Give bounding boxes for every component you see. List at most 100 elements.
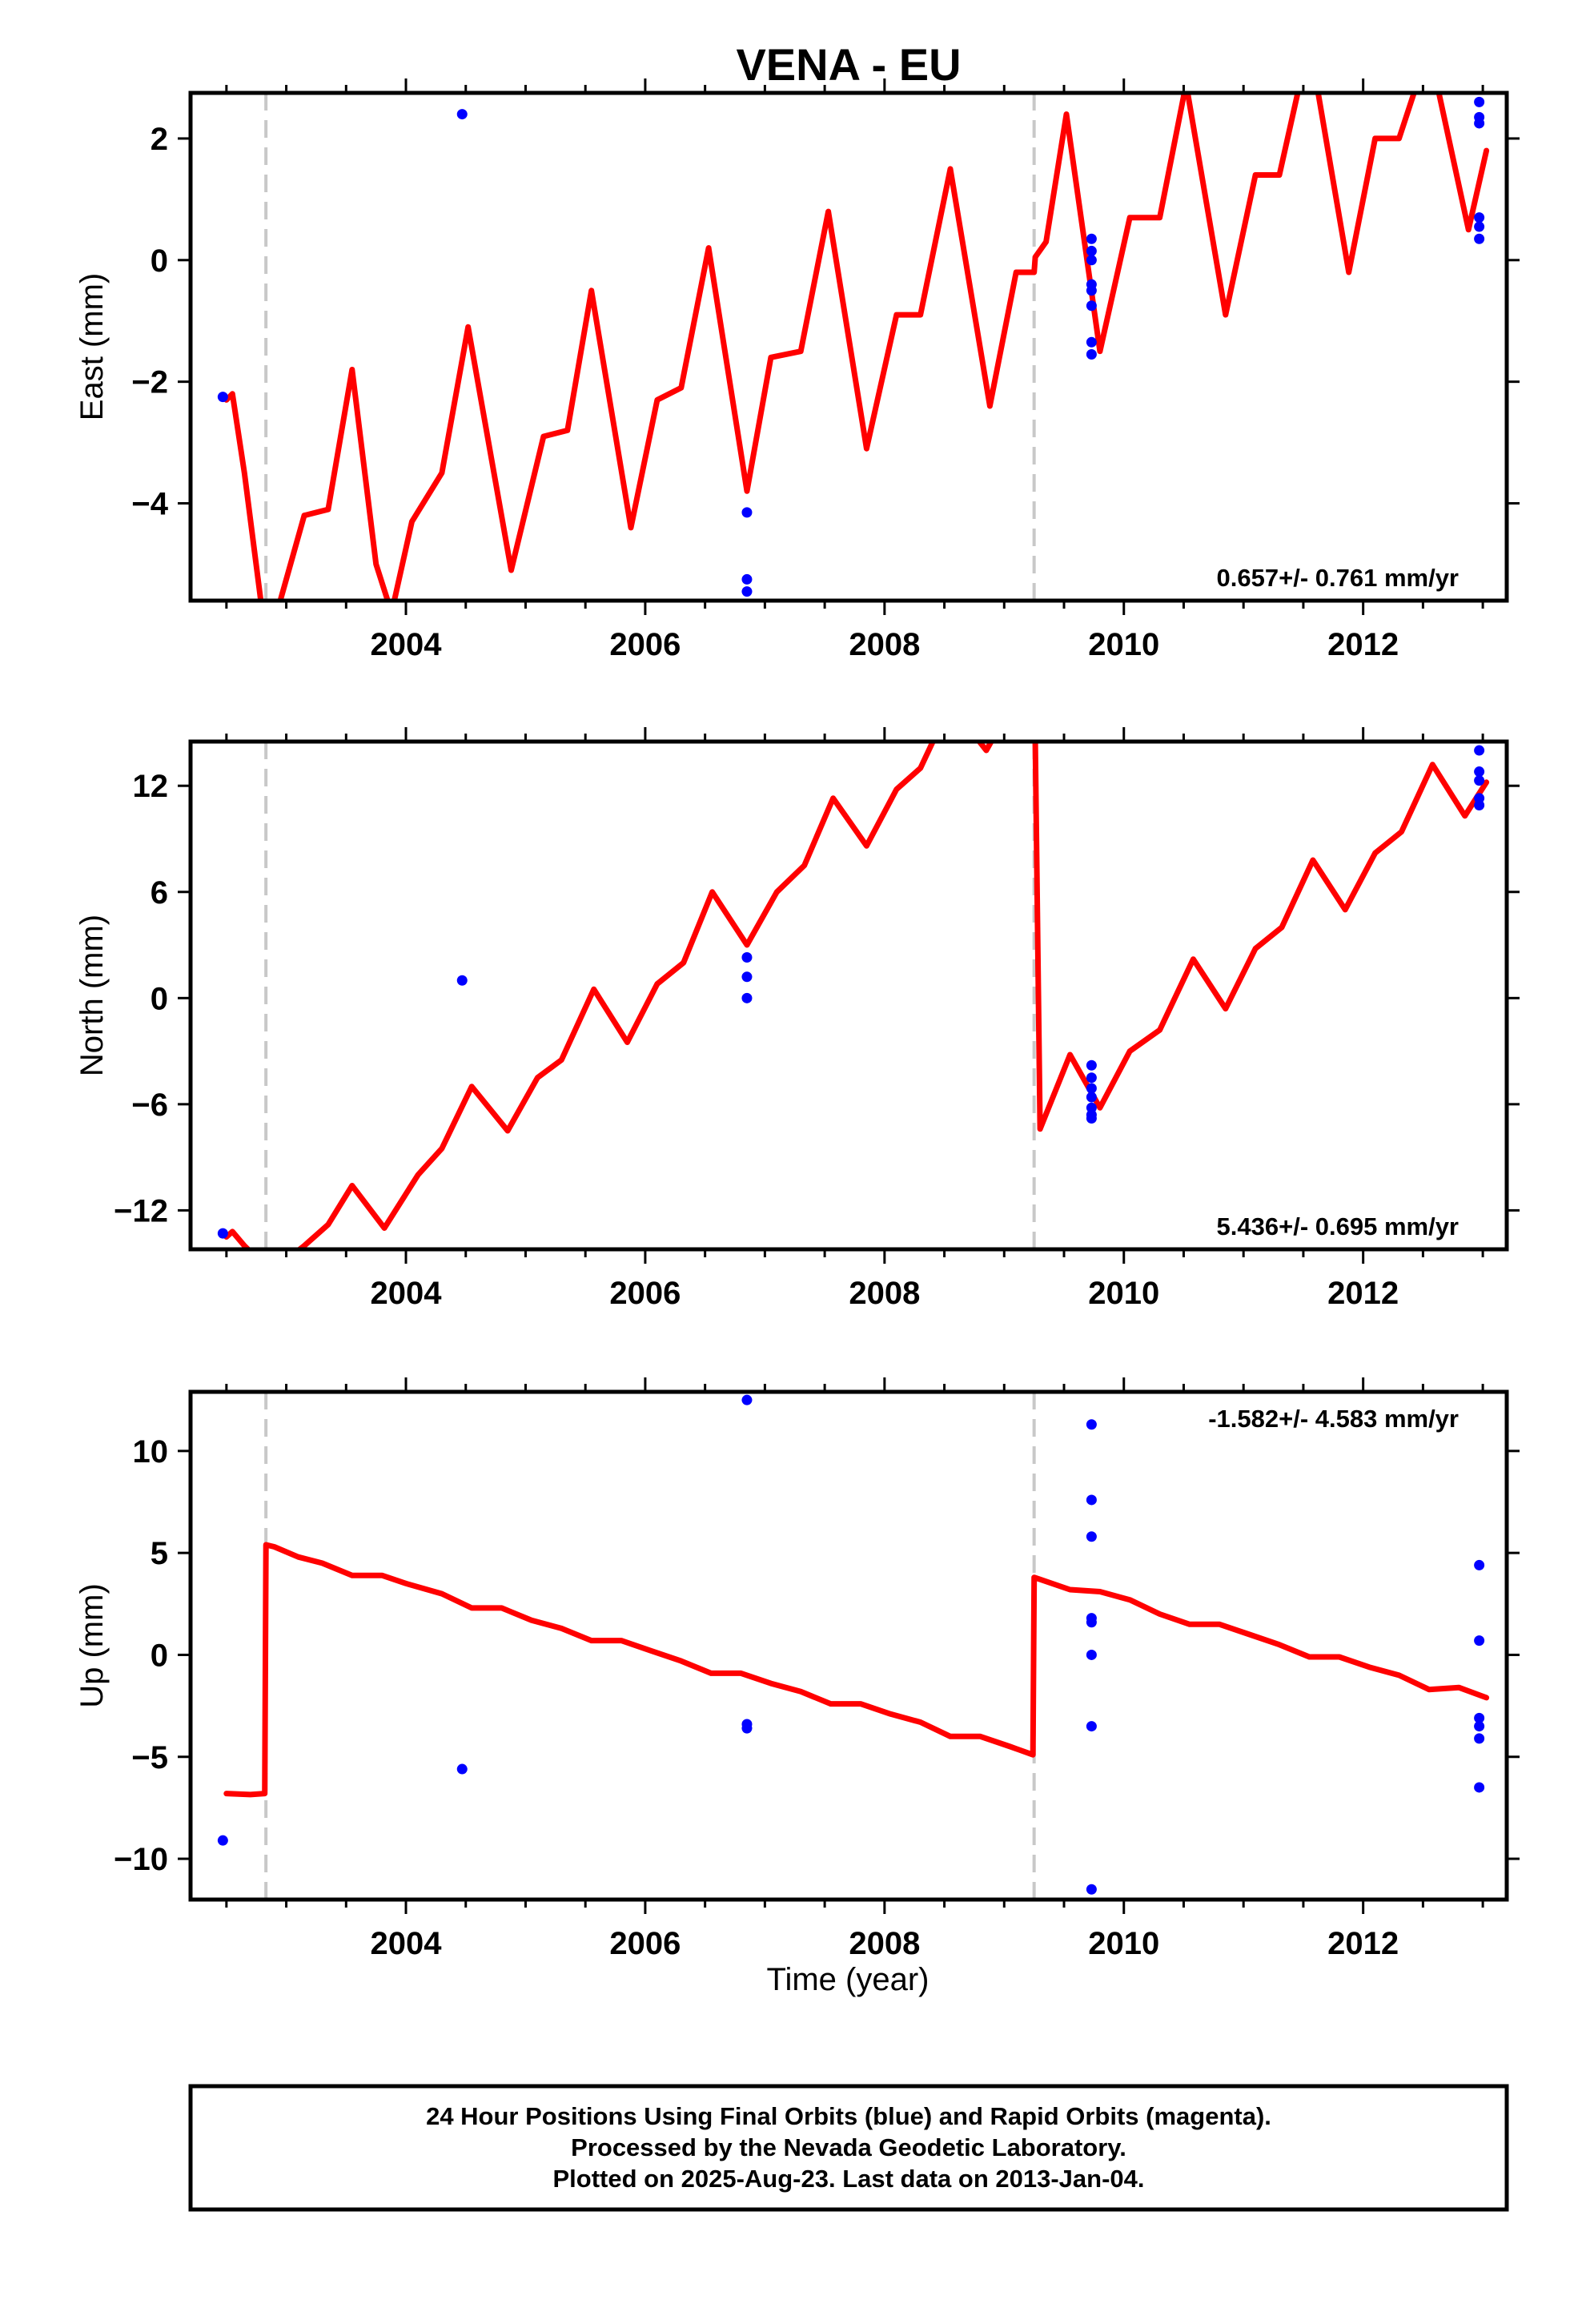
data-point	[1474, 221, 1485, 232]
y-tick-label: −5	[131, 1740, 168, 1775]
data-point	[1086, 1649, 1097, 1660]
x-tick-label: 2008	[849, 1276, 920, 1311]
data-point	[1474, 1782, 1485, 1793]
data-point	[1086, 300, 1097, 312]
x-tick-label: 2006	[609, 1926, 681, 1961]
data-point	[741, 1394, 753, 1405]
x-tick-label: 2010	[1088, 1926, 1159, 1961]
data-point	[1086, 1617, 1097, 1628]
data-point	[1086, 336, 1097, 348]
rate-annotation: -1.582+/- 4.583 mm/yr	[1208, 1405, 1459, 1433]
x-tick-label: 2012	[1327, 1926, 1399, 1961]
data-point	[1086, 233, 1097, 244]
rate-annotation: 0.657+/- 0.761 mm/yr	[1217, 564, 1459, 592]
x-tick-label: 2004	[371, 1926, 443, 1961]
x-axis-label: Time (year)	[767, 1962, 930, 1997]
plot-area	[217, 742, 1490, 1249]
model-fit-line	[223, 742, 1490, 1249]
data-point	[1474, 233, 1485, 244]
y-tick-label: 10	[133, 1434, 169, 1470]
y-axis-label: Up (mm)	[74, 1583, 110, 1708]
y-tick-label: 2	[151, 122, 168, 157]
east-panel: 2004 2006 2008 2010 2012 −4 −2 0 2 East (mm) 0.657…	[74, 78, 1520, 662]
x-tick-label: 2004	[371, 1276, 443, 1311]
figure-title: VENA - EU	[736, 39, 961, 90]
data-point	[1474, 1712, 1485, 1723]
data-point	[741, 992, 753, 1003]
x-tick-label: 2012	[1327, 627, 1399, 662]
footer-line-3: Plotted on 2025-Aug-23. Last data on 201…	[552, 2165, 1144, 2193]
footer-line-1: 24 Hour Positions Using Final Orbits (bl…	[426, 2102, 1271, 2130]
footer-line-2: Processed by the Nevada Geodetic Laborat…	[571, 2133, 1126, 2161]
model-fit-line	[223, 1542, 1490, 1798]
y-tick-label: −12	[114, 1193, 168, 1228]
y-tick-label: 6	[151, 875, 168, 911]
data-point	[1474, 766, 1485, 778]
y-tick-label: −4	[131, 487, 168, 522]
data-point	[456, 109, 468, 120]
plot-frame	[188, 739, 1509, 1252]
data-point	[1086, 348, 1097, 360]
x-tick-label: 2010	[1088, 1276, 1159, 1311]
data-point	[741, 952, 753, 963]
y-tick-label: −6	[131, 1088, 168, 1123]
x-tick-label: 2006	[609, 627, 681, 662]
data-point	[1086, 1419, 1097, 1430]
data-point	[1474, 212, 1485, 223]
plot-area	[217, 1394, 1490, 1895]
y-tick-label: 0	[151, 1638, 168, 1673]
y-tick-label: −2	[131, 365, 168, 400]
x-tick-label: 2010	[1088, 627, 1159, 662]
x-tick-label: 2004	[371, 627, 443, 662]
data-point	[456, 1763, 468, 1775]
data-point	[1086, 1109, 1097, 1120]
up-panel: 2004 2006 2008 2010 2012 −10 −5 0 5 10 Up (mm) -1.5…	[74, 1377, 1520, 1961]
y-tick-label: 12	[133, 769, 169, 804]
data-point	[1474, 1721, 1485, 1732]
data-point	[1086, 255, 1097, 266]
y-tick-label: 5	[151, 1536, 168, 1571]
data-point	[217, 1228, 228, 1239]
data-point	[741, 507, 753, 518]
data-point	[456, 975, 468, 986]
data-point	[217, 392, 228, 403]
data-point	[1086, 1494, 1097, 1506]
data-point	[1086, 245, 1097, 256]
x-tick-label: 2008	[849, 1926, 920, 1961]
data-point	[1086, 1884, 1097, 1895]
data-point	[1086, 1072, 1097, 1084]
y-tick-label: −10	[114, 1842, 168, 1877]
rate-annotation: 5.436+/- 0.695 mm/yr	[1217, 1212, 1459, 1240]
data-point	[1474, 775, 1485, 786]
data-point	[1474, 118, 1485, 129]
data-point	[1474, 1733, 1485, 1744]
data-point	[1474, 800, 1485, 811]
data-point	[1474, 96, 1485, 107]
data-point	[1474, 1559, 1485, 1570]
plot-frame	[188, 1389, 1509, 1902]
data-point	[1086, 1092, 1097, 1103]
data-point	[1086, 1531, 1097, 1542]
x-tick-label: 2006	[609, 1276, 681, 1311]
plot-area	[217, 93, 1490, 601]
y-axis-label: East (mm)	[74, 273, 110, 420]
x-tick-label: 2008	[849, 627, 920, 662]
plot-frame	[188, 90, 1509, 603]
data-point	[1086, 1083, 1097, 1094]
y-axis-label: North (mm)	[74, 915, 110, 1076]
data-point	[1474, 1635, 1485, 1647]
data-point	[1474, 745, 1485, 756]
x-tick-label: 2012	[1327, 1276, 1399, 1311]
data-point	[741, 971, 753, 983]
data-point	[741, 573, 753, 585]
model-fit-line	[223, 93, 1490, 601]
data-point	[1086, 285, 1097, 296]
data-point	[741, 586, 753, 597]
footer-box: 24 Hour Positions Using Final Orbits (bl…	[188, 2084, 1509, 2212]
data-point	[741, 1723, 753, 1734]
data-point	[1086, 1721, 1097, 1732]
y-tick-label: 0	[151, 243, 168, 279]
data-point	[1086, 1059, 1097, 1071]
y-tick-label: 0	[151, 981, 168, 1016]
